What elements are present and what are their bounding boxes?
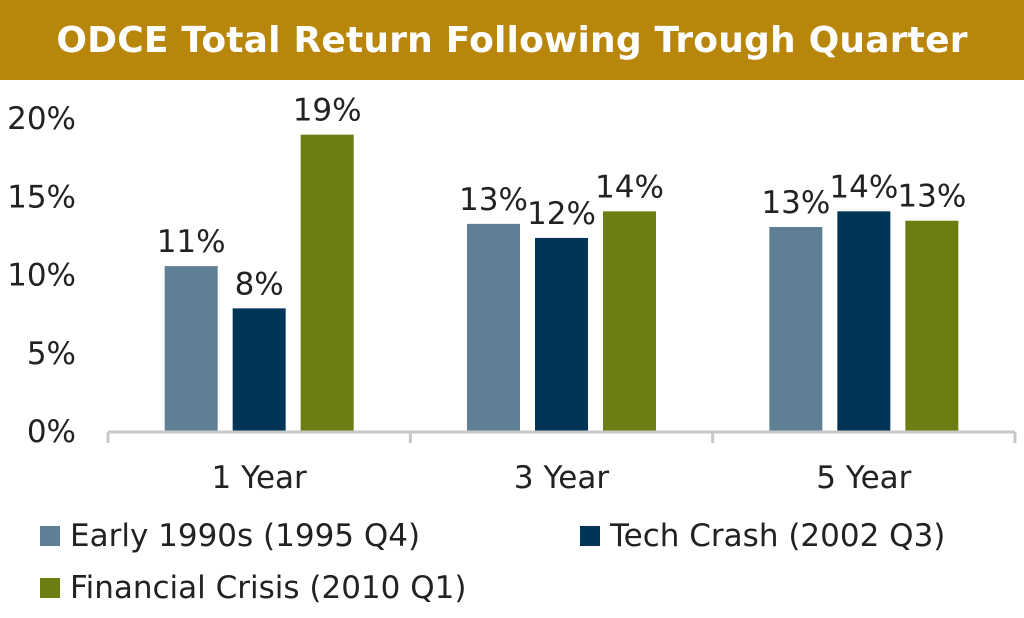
x-tick-label: 3 Year [514,460,609,496]
y-tick-label: 15% [7,179,76,215]
data-label: 13% [459,182,528,218]
bar [603,211,656,432]
chart-title: ODCE Total Return Following Trough Quart… [56,19,968,61]
data-label: 12% [527,196,596,232]
y-tick-label: 0% [27,414,76,450]
legend-swatch [40,526,60,546]
bar [232,308,286,432]
y-tick-label: 20% [7,101,76,137]
y-tick-label: 10% [7,258,76,294]
data-label: 19% [293,93,362,129]
bar [535,237,588,432]
legend-label: Financial Crisis (2010 Q1) [70,570,467,606]
title-bar: ODCE Total Return Following Trough Quart… [0,0,1024,80]
bar [300,134,354,432]
legend-item: Tech Crash (2002 Q3) [580,518,945,554]
x-tick-label: 5 Year [816,460,911,496]
bar [164,266,218,432]
legend-item: Financial Crisis (2010 Q1) [40,570,466,606]
data-label: 8% [235,266,284,302]
x-tick-label: 1 Year [212,460,307,496]
bar [905,220,959,432]
legend-swatch [580,526,600,546]
data-label: 13% [761,185,830,221]
bar [467,223,520,432]
legend-label: Tech Crash (2002 Q3) [610,518,946,554]
data-label: 11% [157,224,226,260]
legend-swatch [40,578,60,598]
legend: Early 1990s (1995 Q4) Tech Crash (2002 Q3… [40,518,1010,614]
data-label: 14% [595,169,664,205]
data-label: 14% [829,169,898,205]
y-tick-label: 5% [27,336,76,372]
data-label: 13% [897,179,966,215]
legend-item: Early 1990s (1995 Q4) [40,518,420,554]
legend-label: Early 1990s (1995 Q4) [70,518,421,554]
bar [769,226,823,432]
bar [837,211,891,432]
